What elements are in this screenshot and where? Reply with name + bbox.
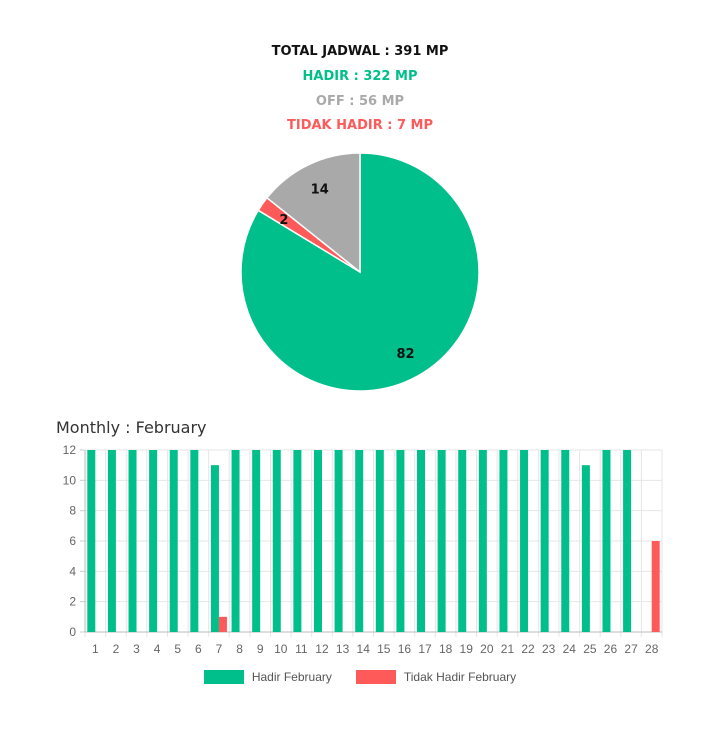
x-tick-label: 19 (460, 642, 474, 656)
legend-swatch-hadir (203, 670, 244, 684)
pie-label-hadir: 82 (397, 347, 415, 362)
x-tick-label: 17 (418, 642, 432, 656)
x-tick-label: 16 (398, 642, 412, 656)
x-tick-label: 9 (257, 642, 264, 656)
legend-item-tidak-hadir[interactable]: Tidak Hadir February (355, 670, 517, 684)
x-tick-label: 12 (315, 642, 329, 656)
bar-hadir-18[interactable] (437, 450, 446, 632)
bar-chart-title: Monthly : February (56, 418, 207, 437)
x-tick-label: 13 (336, 642, 350, 656)
x-tick-label: 3 (133, 642, 140, 656)
bar-hadir-9[interactable] (252, 450, 261, 632)
legend-label-tidak-hadir: Tidak Hadir February (403, 670, 517, 684)
pie-label-tidak-hadir: 2 (279, 213, 288, 228)
y-tick-label: 4 (69, 564, 76, 578)
x-tick-label: 23 (542, 642, 556, 656)
bar-hadir-27[interactable] (623, 450, 632, 632)
x-tick-label: 10 (274, 642, 288, 656)
x-tick-label: 2 (113, 642, 120, 656)
bar-hadir-26[interactable] (602, 450, 611, 632)
summary-hadir: HADIR : 322 MP (302, 69, 418, 84)
bar-hadir-10[interactable] (272, 450, 281, 632)
bar-hadir-16[interactable] (396, 450, 405, 632)
x-tick-label: 27 (624, 642, 638, 656)
x-tick-label: 26 (604, 642, 618, 656)
summary-off: OFF : 56 MP (315, 94, 405, 109)
x-tick-label: 6 (195, 642, 202, 656)
x-tick-label: 7 (216, 642, 223, 656)
bar-hadir-6[interactable] (190, 450, 199, 632)
x-tick-label: 22 (521, 642, 535, 656)
bar-chart-legend: Hadir February Tidak Hadir February (0, 670, 720, 684)
bar-hadir-22[interactable] (520, 450, 529, 632)
x-tick-label: 8 (236, 642, 243, 656)
x-tick-label: 28 (645, 642, 659, 656)
x-tick-label: 1 (92, 642, 99, 656)
x-tick-label: 4 (154, 642, 161, 656)
legend-item-hadir[interactable]: Hadir February (203, 670, 332, 684)
bar-hadir-20[interactable] (478, 450, 487, 632)
bar-hadir-14[interactable] (355, 450, 364, 632)
bar-hadir-24[interactable] (561, 450, 570, 632)
x-tick-label: 18 (439, 642, 453, 656)
bar-hadir-4[interactable] (149, 450, 158, 632)
y-tick-label: 0 (69, 625, 76, 639)
bar-hadir-11[interactable] (293, 450, 302, 632)
bar-hadir-19[interactable] (458, 450, 467, 632)
bar-hadir-8[interactable] (231, 450, 240, 632)
bar-hadir-7[interactable] (210, 465, 219, 632)
pie-slice-off[interactable] (265, 152, 361, 274)
x-tick-label: 20 (480, 642, 494, 656)
x-tick-label: 15 (377, 642, 391, 656)
x-tick-label: 5 (174, 642, 181, 656)
pie-label-off: 14 (311, 182, 329, 197)
bar-hadir-5[interactable] (169, 450, 178, 632)
x-tick-label: 25 (583, 642, 597, 656)
bar-hadir-21[interactable] (499, 450, 508, 632)
bar-tidak-hadir-7[interactable] (218, 616, 227, 632)
bar-hadir-1[interactable] (87, 450, 96, 632)
bar-hadir-23[interactable] (540, 450, 549, 632)
bar-hadir-15[interactable] (375, 450, 384, 632)
pie-chart: 82 2 14 (240, 152, 480, 392)
bar-tidak-hadir-28[interactable] (651, 541, 660, 632)
x-tick-label: 14 (357, 642, 371, 656)
y-tick-label: 12 (63, 443, 77, 457)
x-tick-label: 24 (563, 642, 577, 656)
bar-hadir-25[interactable] (581, 465, 590, 632)
summary-total: TOTAL JADWAL : 391 MP (271, 44, 449, 59)
bar-hadir-2[interactable] (107, 450, 116, 632)
y-tick-label: 8 (69, 504, 76, 518)
bar-hadir-12[interactable] (313, 450, 322, 632)
x-tick-label: 21 (501, 642, 515, 656)
bar-hadir-17[interactable] (417, 450, 426, 632)
summary-tidak-hadir: TIDAK HADIR : 7 MP (286, 118, 434, 133)
legend-label-hadir: Hadir February (251, 670, 332, 684)
bar-hadir-13[interactable] (334, 450, 343, 632)
x-tick-label: 11 (295, 642, 308, 656)
y-tick-label: 2 (69, 595, 76, 609)
legend-swatch-tidak-hadir (355, 670, 396, 684)
y-tick-label: 6 (69, 534, 76, 548)
bar-hadir-3[interactable] (128, 450, 137, 632)
y-tick-label: 10 (63, 473, 77, 487)
